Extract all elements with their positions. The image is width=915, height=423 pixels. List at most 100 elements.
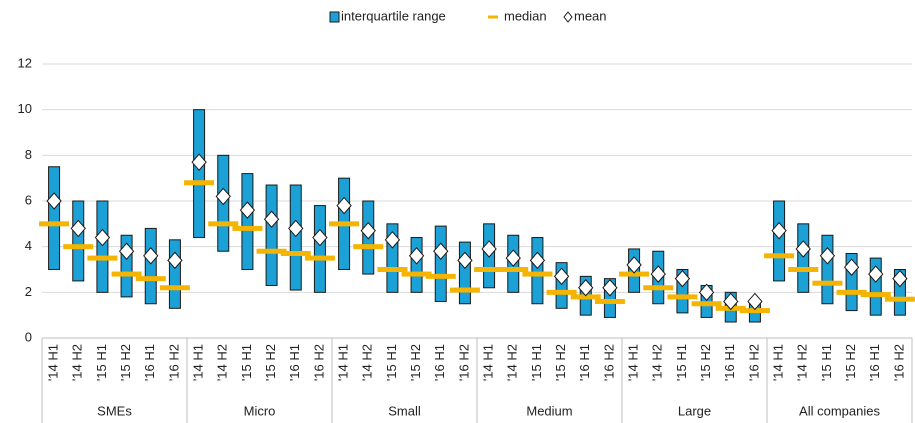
median-mark [87,255,118,261]
median-mark [619,271,650,277]
x-tick-label: '15 H1 [239,344,254,381]
group-label: Large [678,403,711,418]
median-mark [111,271,142,277]
x-tick-label: '14 H2 [215,344,230,381]
mean-mark [795,240,811,258]
legend-swatch [488,15,498,19]
mean-mark [167,251,183,270]
iqr-bar [458,241,471,305]
mean-mark [698,283,715,302]
x-tick-label: '15 H2 [553,344,568,381]
mean-mark [191,153,207,171]
iqr-bar [434,225,447,302]
mean-mark [771,221,787,240]
x-tick-label: '16 H2 [601,344,616,381]
mean-mark [819,247,836,265]
iqr-bar [120,234,133,298]
median-mark [425,273,456,279]
mean-mark [239,201,256,219]
iqr-bar [386,223,399,293]
mean-mark [360,221,376,240]
median-mark [812,280,843,286]
mean-mark [892,269,908,288]
mean-mark [626,256,642,274]
x-tick-label: '16 H1 [867,344,882,381]
median-mark [474,267,505,272]
mean-mark [433,242,449,260]
x-tick-label: '14 H2 [70,344,85,381]
iqr-bar [821,234,834,305]
mean-mark [747,292,763,311]
iqr-bar [265,184,278,286]
median-mark [764,253,795,259]
median-mark [184,180,215,186]
median-mark [788,267,819,272]
iqr-bar [410,237,423,293]
x-tick-label: '14 H1 [336,344,351,381]
iqr-bar [144,227,157,305]
x-tick-label: '15 H2 [408,344,423,381]
x-tick-label: '15 H1 [529,344,544,381]
x-tick-label: '15 H1 [674,344,689,381]
y-tick-label: 12 [18,55,32,70]
iqr-bar [797,223,810,293]
mean-mark [602,279,618,297]
x-tick-label: '14 H2 [650,344,665,381]
median-mark [691,301,722,307]
x-tick-label: '15 H1 [819,344,834,381]
iqr-bar [893,269,906,316]
legend-swatch [563,11,573,23]
iqr-bar [845,253,858,312]
x-tick-label: '15 H2 [698,344,713,381]
iqr-bar [96,200,109,293]
x-tick-label: '14 H1 [481,344,496,381]
mean-mark [674,269,691,288]
x-tick-label: '14 H2 [360,344,375,381]
median-mark [329,221,360,227]
x-tick-label: '16 H1 [287,344,302,381]
x-tick-label: '15 H1 [384,344,399,381]
mean-mark [384,231,401,249]
x-tick-label: '14 H2 [505,344,520,381]
x-tick-label: '16 H2 [166,344,181,381]
median-mark [280,251,311,257]
iqr-bar [773,200,786,282]
median-mark [256,248,287,254]
mean-mark [46,192,62,210]
iqr-bar [531,237,544,305]
mean-mark [868,265,884,283]
x-tick-label: '16 H1 [142,344,157,381]
x-tick-label: '15 H2 [263,344,278,381]
median-mark [739,308,770,314]
median-mark [135,276,166,282]
median-mark [232,225,263,231]
median-mark [570,294,601,300]
group-label: SMEs [97,403,132,418]
iqr-bar [869,257,882,316]
mean-mark [118,242,135,260]
legend-swatch [329,11,340,23]
median-mark [498,267,529,272]
mean-mark [843,258,860,276]
y-tick-label: 2 [25,284,32,299]
y-tick-label: 6 [25,192,32,207]
legend-label: median [504,8,547,23]
x-tick-label: '16 H1 [432,344,447,381]
x-tick-label: '15 H1 [94,344,109,381]
iqr-bar [676,269,689,314]
y-tick-label: 0 [25,329,32,344]
mean-mark [505,249,521,267]
median-mark [63,244,94,250]
median-mark [884,296,915,302]
mean-mark [529,251,546,270]
mean-mark [312,228,328,247]
median-mark [377,267,408,272]
x-tick-label: '14 H1 [46,344,61,381]
median-mark [449,287,480,293]
x-tick-label: '15 H2 [843,344,858,381]
x-tick-label: '14 H1 [771,344,786,381]
mean-mark [457,251,473,270]
iqr-bar [193,109,206,239]
y-tick-label: 8 [25,147,32,162]
